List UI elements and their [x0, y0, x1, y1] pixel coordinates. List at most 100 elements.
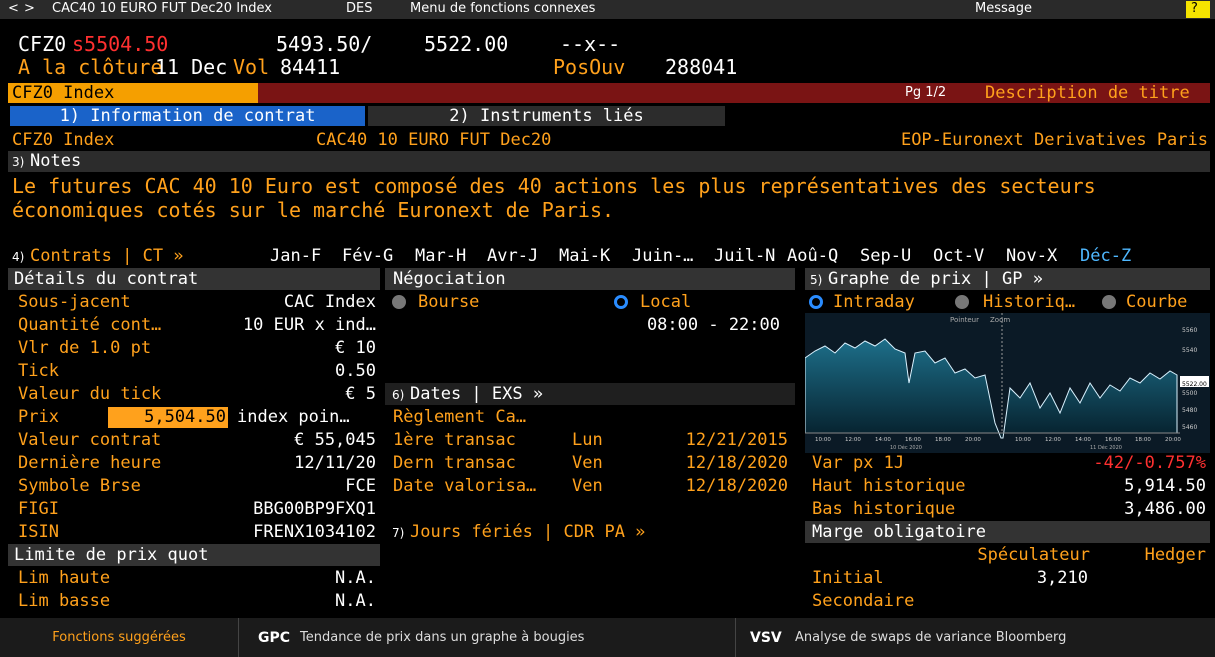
- label[interactable]: Courbe: [1126, 292, 1188, 312]
- label: € 10: [335, 338, 376, 358]
- day-label: 10 Déc 2020: [890, 444, 922, 451]
- label: -42/-0.757%: [1093, 453, 1206, 473]
- x-tick-label: 20:00: [1165, 437, 1181, 443]
- label: index poin…: [237, 407, 350, 427]
- section-header: [8, 268, 380, 290]
- month[interactable]: Aoû-Q: [787, 246, 839, 266]
- radio[interactable]: [1102, 295, 1116, 309]
- month[interactable]: Mai-K: [559, 246, 611, 266]
- section-header: [8, 544, 380, 566]
- label: 288041: [665, 55, 738, 79]
- label: 3,210: [1036, 568, 1088, 588]
- function-code[interactable]: GPC: [258, 630, 291, 646]
- label: 5522.00: [424, 32, 509, 56]
- label: 1ère transac: [393, 430, 516, 450]
- radio[interactable]: [392, 295, 406, 309]
- x-tick-label: 10:00: [1015, 437, 1031, 443]
- label[interactable]: Contrats | CT »: [30, 246, 184, 266]
- label: Pg 1/2: [905, 85, 947, 100]
- tab-active[interactable]: [10, 106, 365, 126]
- label: PosOuv: [553, 55, 626, 79]
- function-text[interactable]: Tendance de prix dans un graphe à bougie…: [300, 630, 585, 645]
- y-tick-label: 5480: [1182, 407, 1197, 414]
- divider: [238, 618, 239, 657]
- label: Vlr de 1.0 pt: [18, 338, 152, 358]
- label: CAC40 10 EURO FUT Dec20: [316, 130, 552, 150]
- label: A la clôture: [18, 55, 163, 79]
- security-menu[interactable]: CAC40 10 EURO FUT Dec20 Index: [52, 1, 272, 16]
- month[interactable]: Juil-N: [714, 246, 776, 266]
- tab-label[interactable]: 2) Instruments liés: [449, 106, 644, 126]
- month[interactable]: Fév-G: [342, 246, 394, 266]
- label: FCE: [345, 476, 376, 496]
- label: Vol: [233, 55, 270, 79]
- label: Limite de prix quot: [14, 545, 209, 565]
- label[interactable]: Historiq…: [983, 292, 1076, 312]
- label: 84411: [280, 55, 341, 79]
- section-header: [385, 383, 795, 405]
- label: 5493.50/: [276, 32, 373, 56]
- nav-back[interactable]: <: [8, 1, 19, 16]
- label: 12/21/2015: [685, 430, 788, 450]
- function-code[interactable]: VSV: [750, 630, 782, 646]
- toolbar: [0, 0, 1215, 19]
- label: Marge obligatoire: [812, 522, 986, 542]
- label: 5,914.50: [1124, 476, 1206, 496]
- label[interactable]: Jours fériés | CDR PA »: [410, 522, 646, 542]
- label: 11 Dec: [155, 55, 228, 79]
- label: Dernière heure: [18, 453, 162, 473]
- message[interactable]: Message: [975, 1, 1032, 16]
- label[interactable]: Bourse: [418, 292, 480, 312]
- function-text[interactable]: Analyse de swaps de variance Bloomberg: [795, 630, 1067, 645]
- last-price-box: [1180, 376, 1209, 387]
- month[interactable]: Oct-V: [933, 246, 985, 266]
- tab-label[interactable]: 1) Information de contrat: [59, 106, 316, 126]
- radio[interactable]: [614, 295, 628, 309]
- month[interactable]: Mar-H: [415, 246, 467, 266]
- related-menu[interactable]: Menu de fonctions connexes: [410, 1, 596, 16]
- label: 5,504.50: [144, 407, 226, 427]
- label: Prix: [18, 407, 59, 427]
- y-tick-label: 5540: [1182, 347, 1197, 354]
- label[interactable]: Local: [640, 292, 692, 312]
- month[interactable]: Déc-Z: [1080, 246, 1132, 266]
- month[interactable]: Avr-J: [487, 246, 539, 266]
- label: Hedger: [1144, 545, 1206, 565]
- label: Valeur contrat: [18, 430, 162, 450]
- label: --x--: [560, 32, 621, 56]
- suggested-label: Fonctions suggérées: [52, 630, 186, 645]
- nav-forward[interactable]: >: [24, 1, 35, 16]
- price-field[interactable]: [108, 407, 228, 428]
- label: Le futures CAC 40 10 Euro est composé de…: [12, 174, 1096, 198]
- radio[interactable]: [955, 295, 969, 309]
- section-header: [385, 268, 795, 290]
- label: CAC Index: [283, 292, 376, 312]
- month[interactable]: Jan-F: [270, 246, 322, 266]
- label[interactable]: Intraday: [833, 292, 915, 312]
- help-button[interactable]: [1186, 1, 1210, 18]
- label: Tick: [18, 361, 59, 381]
- label: Lim basse: [18, 591, 111, 611]
- label[interactable]: Graphe de prix | GP »: [828, 269, 1043, 289]
- label: Date valorisa…: [393, 476, 537, 496]
- x-tick-label: 14:00: [1075, 437, 1091, 443]
- help[interactable]: ?: [1191, 1, 1198, 16]
- month[interactable]: Sep-U: [860, 246, 912, 266]
- tab[interactable]: [368, 106, 725, 126]
- label: Valeur du tick: [18, 384, 162, 404]
- function-menu[interactable]: DES: [346, 1, 373, 16]
- label: Négociation: [393, 269, 506, 289]
- label: 6): [392, 388, 405, 402]
- label: s5504.50: [72, 32, 169, 56]
- label: 12/18/2020: [685, 476, 788, 496]
- x-tick-label: 20:00: [965, 437, 981, 443]
- month[interactable]: Nov-X: [1006, 246, 1058, 266]
- radio[interactable]: [809, 295, 823, 309]
- label: Notes: [30, 151, 82, 171]
- notes-bar: [8, 151, 1210, 172]
- month[interactable]: Juin-…: [632, 246, 694, 266]
- label[interactable]: Dates | EXS »: [410, 384, 544, 404]
- divider: [735, 618, 736, 657]
- title-bar: [258, 83, 1210, 103]
- y-tick-label: 5500: [1182, 390, 1197, 397]
